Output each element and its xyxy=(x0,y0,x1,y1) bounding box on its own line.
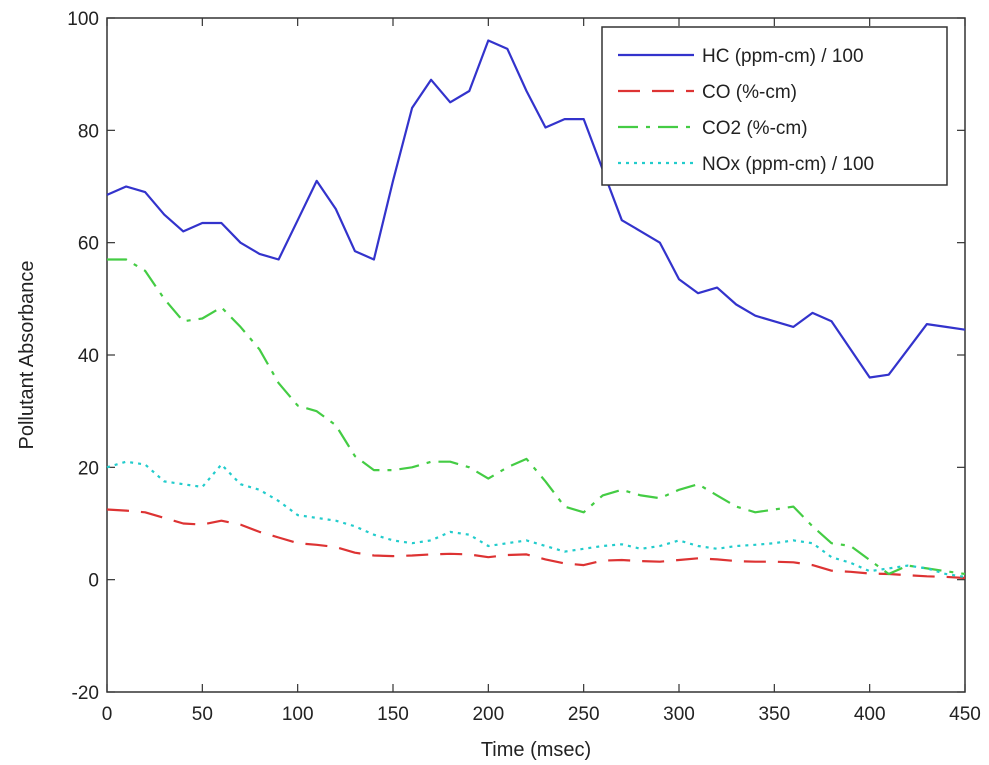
legend-label-4: NOx (ppm-cm) / 100 xyxy=(702,154,874,175)
y-tick-label: 40 xyxy=(78,346,99,367)
x-axis: 0 50 100 150 200 250 300 350 400 450 xyxy=(102,18,981,725)
y-tick-label: 20 xyxy=(78,458,99,479)
x-tick-label: 350 xyxy=(758,704,790,725)
x-tick-label: 250 xyxy=(568,704,600,725)
y-tick-label: 100 xyxy=(67,9,99,30)
x-tick-label: 300 xyxy=(663,704,695,725)
x-tick-label: 450 xyxy=(949,704,981,725)
legend-box xyxy=(601,26,948,186)
y-axis-title: Pollutant Absorbance xyxy=(16,260,38,449)
legend: HC (ppm-cm) / 100 CO (%-cm) CO2 (%-cm) NOx … xyxy=(601,26,948,186)
x-tick-label: 200 xyxy=(472,704,504,725)
x-tick-label: 150 xyxy=(377,704,409,725)
series-line-3 xyxy=(107,258,966,576)
y-tick-label: 60 xyxy=(78,234,99,255)
y-axis: -20 0 20 40 60 80 100 xyxy=(67,9,965,704)
series-line-4 xyxy=(106,460,966,578)
x-tick-label: 0 xyxy=(102,704,113,725)
legend-label-2: CO (%-cm) xyxy=(702,82,797,103)
y-tick-label: 80 xyxy=(78,121,99,142)
legend-label-1: HC (ppm-cm) / 100 xyxy=(702,46,864,67)
y-tick-label: -20 xyxy=(72,683,99,704)
y-tick-label: 0 xyxy=(88,571,99,592)
series-line-1 xyxy=(106,39,966,379)
x-tick-label: 100 xyxy=(282,704,314,725)
x-tick-label: 400 xyxy=(854,704,886,725)
x-tick-label: 50 xyxy=(192,704,213,725)
legend-label-3: CO2 (%-cm) xyxy=(702,118,808,139)
series-line-2 xyxy=(106,508,966,580)
x-axis-title: Time (msec) xyxy=(481,739,591,761)
series-layer xyxy=(106,39,966,580)
